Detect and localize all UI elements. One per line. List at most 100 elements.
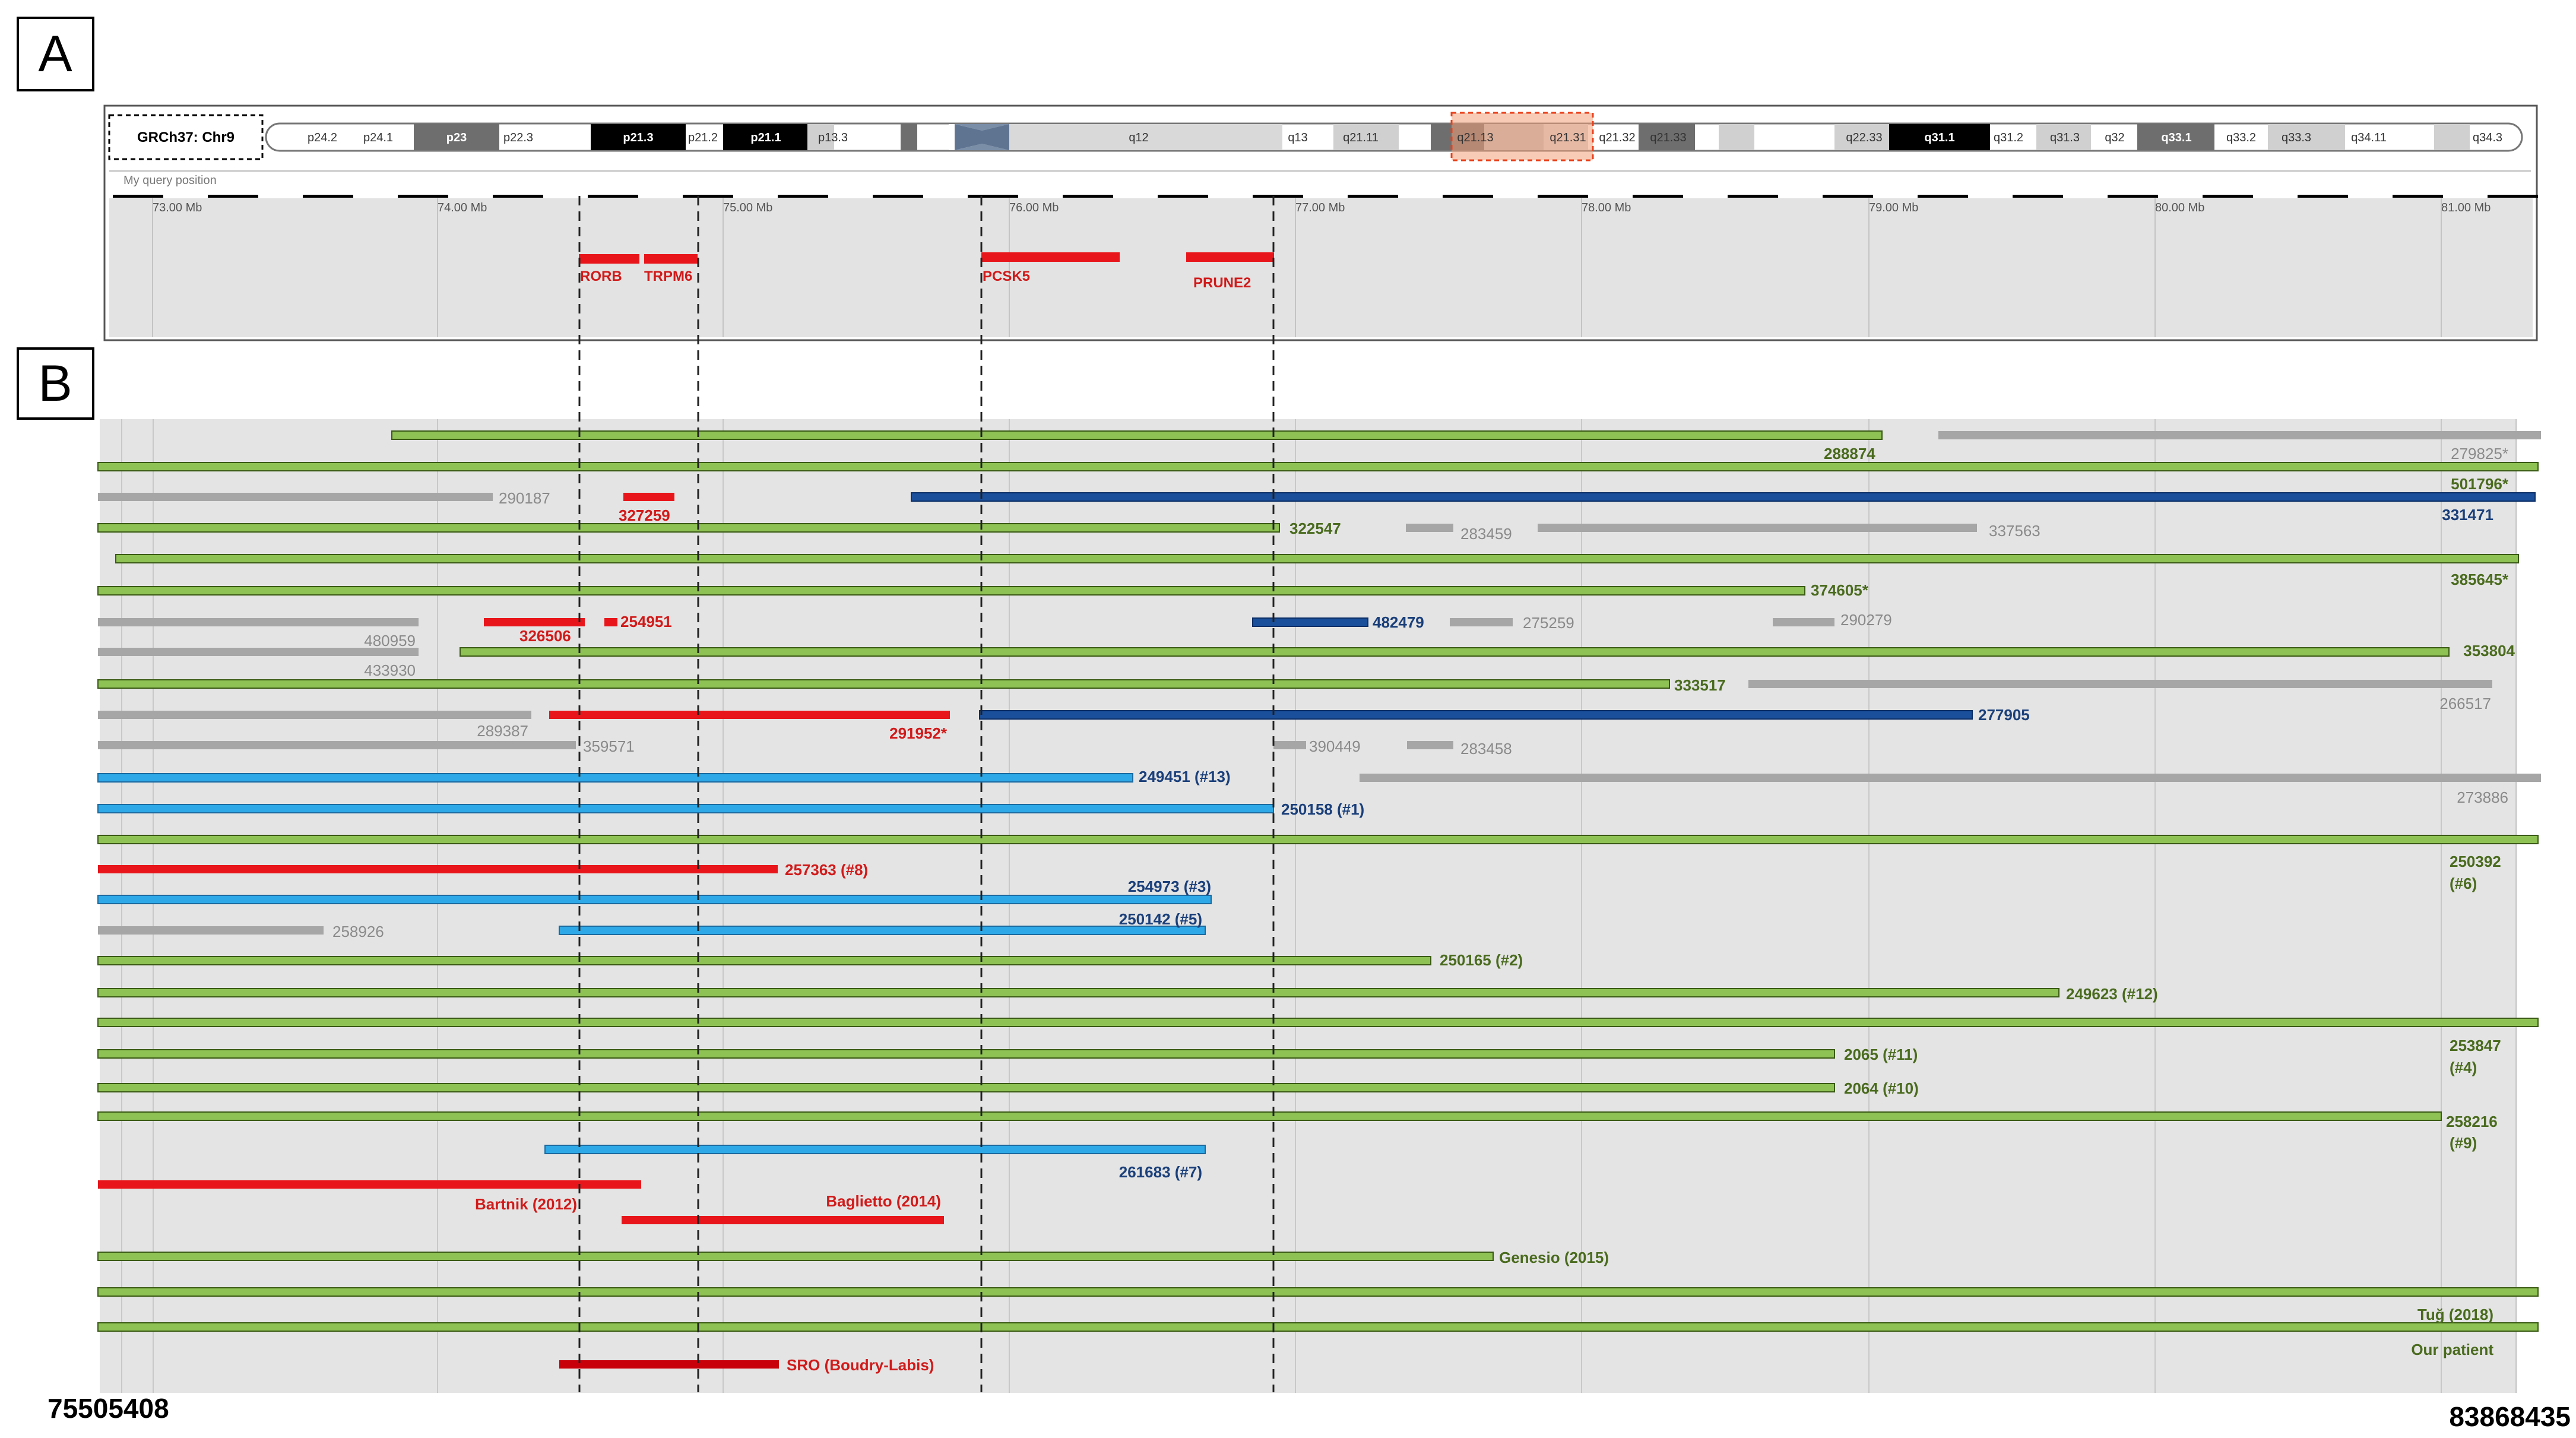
cnv-segment <box>98 618 419 626</box>
band-label: p23 <box>446 131 467 144</box>
track-label: 261683 (#7) <box>1119 1163 1202 1181</box>
cnv-segment <box>98 865 778 873</box>
cnv-segment <box>97 1252 1494 1261</box>
cnv-segment <box>979 710 1973 720</box>
cnv-segment <box>484 618 585 626</box>
band-label: q31.2 <box>1994 131 2023 144</box>
cnv-segment <box>1538 524 1977 532</box>
cnv-segment <box>622 1216 944 1224</box>
chromosome-ideogram: p24.2 p24.1 p23 p22.3 p21.3 p21.2 p21.1 p13.3 q1… <box>265 112 2523 161</box>
gene-rorb-label: RORB <box>580 268 622 284</box>
band-label: q21.33 <box>1650 131 1686 144</box>
cnv-segment <box>623 493 674 501</box>
cnv-segment <box>97 835 2539 844</box>
track-label: 258216 <box>2446 1113 2498 1130</box>
track-label: (#4) <box>2450 1059 2477 1076</box>
gene-trpm6-label: TRPM6 <box>644 268 692 284</box>
track-label: 326506 <box>519 627 571 645</box>
assembly-label: GRCh37: Chr9 <box>137 129 235 145</box>
mb-tick-label: 80.00 Mb <box>2155 201 2204 214</box>
track-label: Tuğ (2018) <box>2417 1306 2493 1323</box>
band-label: q21.11 <box>1343 131 1379 144</box>
panel-a-label: A <box>38 26 72 83</box>
cnv-segment <box>1360 774 2541 782</box>
track-label: 2065 (#11) <box>1844 1046 1918 1063</box>
cnv-segment <box>98 741 576 749</box>
track-label: 289387 <box>477 722 528 740</box>
track-label: 249451 (#13) <box>1139 768 1231 785</box>
cnv-segment <box>604 618 617 626</box>
track-label: 291952* <box>889 724 948 742</box>
band-label: q31.1 <box>1924 131 1954 144</box>
cnv-segment <box>97 895 1212 904</box>
cnv-segment <box>115 554 2519 563</box>
track-label: 327259 <box>619 506 670 524</box>
track-label: 374605* <box>1811 581 1869 599</box>
reference-lines <box>578 196 1275 1392</box>
gene-annotations: RORB TRPM6 PCSK5 PRUNE2 <box>579 252 1274 291</box>
cnv-segment <box>97 956 1431 965</box>
cnv-segment <box>97 586 1805 596</box>
track-label: 353804 <box>2463 642 2515 660</box>
track-label: 433930 <box>364 661 416 679</box>
cnv-segment <box>97 1322 2539 1332</box>
track-label: 277905 <box>1978 706 2030 724</box>
panel-b-label: B <box>38 355 72 412</box>
track-label: Bartnik (2012) <box>475 1195 577 1213</box>
gene-pcsk5-bar <box>981 252 1120 262</box>
coordinate-end: 83868435 <box>2449 1401 2571 1432</box>
query-position-label: My query position <box>123 174 217 187</box>
cnv-segment <box>1938 431 2541 439</box>
track-label: 322547 <box>1289 520 1341 537</box>
track-label: Baglietto (2014) <box>826 1192 941 1210</box>
track-label: 257363 (#8) <box>785 861 868 879</box>
gene-trpm6-bar <box>644 254 698 264</box>
cnv-segment <box>97 1111 2442 1121</box>
track-label: Genesio (2015) <box>1499 1249 1609 1266</box>
band-label: p21.2 <box>688 131 718 144</box>
band-label: q21.32 <box>1599 131 1635 144</box>
band-label: p21.3 <box>623 131 653 144</box>
panel-b: B 288874 279825* 501796* 290187 327259 331471… <box>17 347 2541 1393</box>
cnv-segment <box>97 462 2539 471</box>
cnv-segment <box>1252 617 1368 627</box>
mb-tick-label: 77.00 Mb <box>1295 201 1345 214</box>
track-label: 283458 <box>1460 740 1512 758</box>
cnv-segment <box>97 1018 2539 1027</box>
mb-ticks: 73.00 Mb 74.00 Mb 75.00 Mb 76.00 Mb 77.00 Mb… <box>152 198 2491 337</box>
mb-tick-label: 78.00 Mb <box>1582 201 1631 214</box>
track-label: 2064 (#10) <box>1844 1079 1919 1097</box>
cnv-segment <box>98 648 419 656</box>
mb-tick-label: 76.00 Mb <box>1009 201 1059 214</box>
coordinate-start: 75505408 <box>47 1393 169 1424</box>
cnv-segment <box>97 1287 2539 1297</box>
tracks-area <box>100 419 2517 1393</box>
cnv-segment <box>98 926 324 935</box>
cnv-segment <box>98 711 531 719</box>
track-label: 385645* <box>2451 571 2509 588</box>
mb-tick-label: 73.00 Mb <box>153 201 202 214</box>
track-label: 290187 <box>499 489 550 507</box>
band-label: p21.1 <box>750 131 781 144</box>
track-label: 250392 <box>2450 853 2501 870</box>
track-label: 249623 (#12) <box>2066 985 2158 1003</box>
gene-rorb-bar <box>579 254 639 264</box>
cnv-segment <box>97 523 1280 533</box>
band-label: p24.2 <box>308 131 337 144</box>
band-label: p22.3 <box>503 131 533 144</box>
track-label: 333517 <box>1674 676 1726 694</box>
cnv-segment <box>460 647 2450 657</box>
track-label: 254973 (#3) <box>1128 878 1211 895</box>
track-label: 283459 <box>1460 525 1512 543</box>
cnv-segment <box>1748 680 2492 688</box>
track-label: 273886 <box>2457 788 2508 806</box>
band-label: q13 <box>1288 131 1307 144</box>
gene-prune2-bar <box>1186 252 1274 262</box>
cnv-segment <box>97 1049 1835 1059</box>
mb-tick-label: 74.00 Mb <box>438 201 487 214</box>
track-label: (#6) <box>2450 875 2477 892</box>
track-label: Our patient <box>2411 1341 2493 1358</box>
band-label: p13.3 <box>818 131 848 144</box>
mb-tick-label: 75.00 Mb <box>723 201 772 214</box>
track-label: 480959 <box>364 632 416 650</box>
